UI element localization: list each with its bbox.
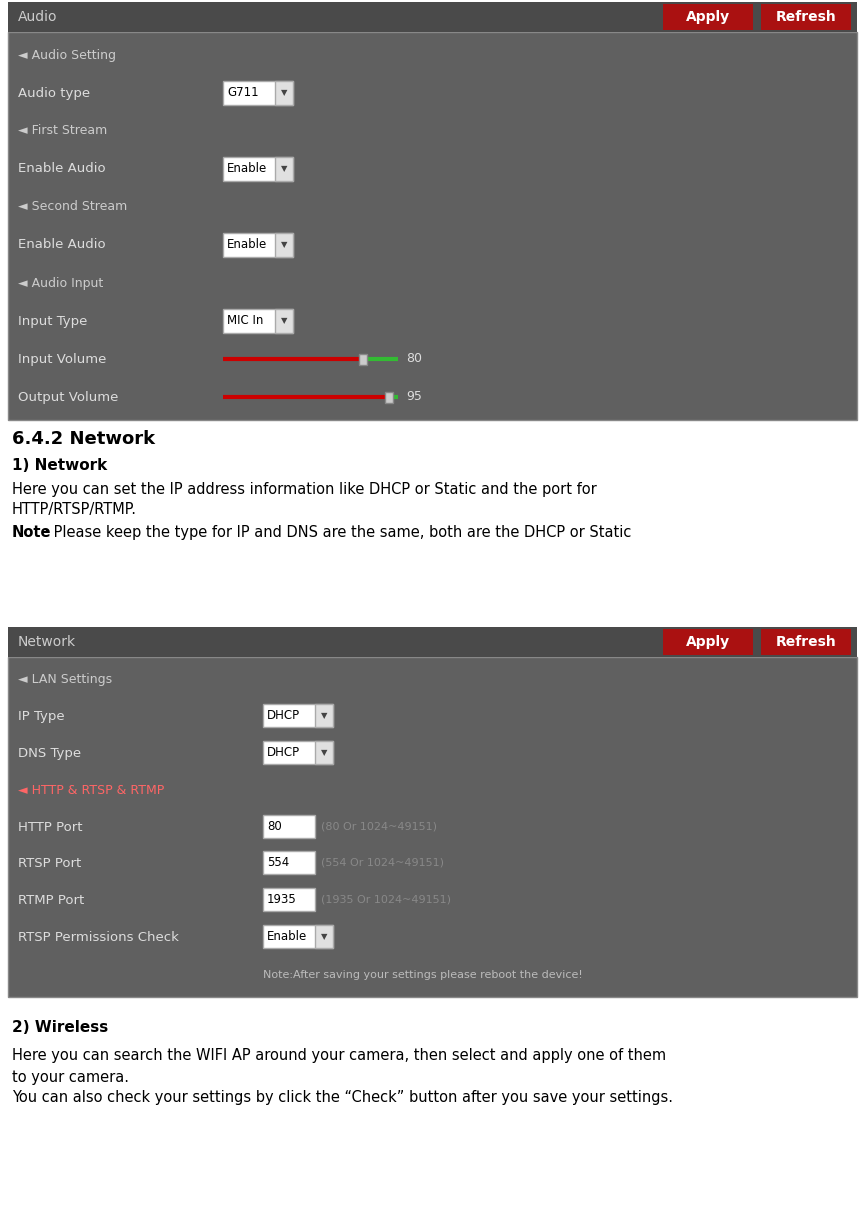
Text: ▼: ▼ — [321, 711, 327, 720]
Bar — [223, 309, 293, 333]
Text: ▼: ▼ — [321, 932, 327, 941]
Bar — [761, 629, 851, 654]
Text: DHCP: DHCP — [267, 709, 300, 722]
Text: 1) Network: 1) Network — [12, 458, 107, 473]
Text: ▼: ▼ — [281, 165, 287, 173]
Bar — [359, 354, 367, 365]
Text: Audio: Audio — [18, 10, 57, 24]
Text: Audio type: Audio type — [18, 87, 90, 99]
Text: 95: 95 — [406, 391, 422, 403]
Text: Apply: Apply — [686, 635, 730, 650]
Text: ◄ Audio Setting: ◄ Audio Setting — [18, 49, 116, 61]
Text: 6.4.2 Network: 6.4.2 Network — [12, 430, 155, 448]
Bar — [663, 629, 753, 654]
Text: Refresh: Refresh — [776, 635, 836, 650]
Text: Network: Network — [18, 635, 76, 650]
Text: 2) Wireless: 2) Wireless — [12, 1020, 108, 1035]
Bar — [223, 81, 293, 105]
Bar — [315, 926, 333, 949]
Bar — [263, 703, 333, 726]
Text: HTTP/RTSP/RTMP.: HTTP/RTSP/RTMP. — [12, 502, 137, 516]
Bar — [223, 158, 293, 181]
Text: ◄ LAN Settings: ◄ LAN Settings — [18, 673, 112, 686]
Text: to your camera.: to your camera. — [12, 1070, 129, 1085]
Bar — [8, 628, 857, 657]
Text: ▼: ▼ — [281, 316, 287, 326]
Text: Enable: Enable — [227, 162, 267, 176]
Text: RTSP Port: RTSP Port — [18, 857, 81, 871]
Bar — [8, 2, 857, 32]
Bar — [263, 926, 333, 949]
Bar — [263, 889, 315, 911]
Text: ▼: ▼ — [281, 88, 287, 98]
Text: : Please keep the type for IP and DNS are the same, both are the DHCP or Static: : Please keep the type for IP and DNS ar… — [44, 525, 631, 540]
Bar — [275, 309, 293, 333]
Text: ◄ HTTP & RTSP & RTMP: ◄ HTTP & RTSP & RTMP — [18, 784, 164, 796]
Bar — [275, 158, 293, 181]
Bar — [315, 703, 333, 726]
Bar — [385, 392, 394, 403]
Text: Input Volume: Input Volume — [18, 353, 106, 365]
Text: Apply: Apply — [686, 10, 730, 24]
Bar — [263, 741, 333, 764]
Bar — [761, 4, 851, 31]
Text: Refresh: Refresh — [776, 10, 836, 24]
Bar — [663, 4, 753, 31]
Text: DNS Type: DNS Type — [18, 747, 81, 759]
Bar — [275, 81, 293, 105]
Text: (1935 Or 1024~49151): (1935 Or 1024~49151) — [321, 895, 451, 905]
Text: 554: 554 — [267, 856, 289, 869]
Text: Enable Audio: Enable Audio — [18, 162, 106, 176]
Text: (554 Or 1024~49151): (554 Or 1024~49151) — [321, 858, 444, 868]
Text: Note: Note — [12, 525, 52, 540]
Text: HTTP Port: HTTP Port — [18, 821, 82, 834]
Text: Here you can search the WIFI AP around your camera, then select and apply one of: Here you can search the WIFI AP around y… — [12, 1048, 666, 1063]
Bar — [275, 233, 293, 256]
Bar — [263, 814, 315, 838]
Text: 80: 80 — [406, 353, 422, 365]
Text: Enable: Enable — [227, 238, 267, 252]
Text: IP Type: IP Type — [18, 709, 65, 723]
Bar — [263, 851, 315, 874]
Text: MIC In: MIC In — [227, 315, 263, 327]
Text: RTMP Port: RTMP Port — [18, 894, 84, 907]
Bar — [223, 233, 293, 256]
Bar — [8, 657, 857, 998]
Text: Enable: Enable — [267, 930, 307, 943]
Text: ▼: ▼ — [281, 241, 287, 249]
Text: ◄ First Stream: ◄ First Stream — [18, 125, 107, 138]
Text: You can also check your settings by click the “Check” button after you save your: You can also check your settings by clic… — [12, 1090, 673, 1105]
Text: Enable Audio: Enable Audio — [18, 238, 106, 252]
Text: Note:After saving your settings please reboot the device!: Note:After saving your settings please r… — [263, 969, 583, 979]
Text: (80 Or 1024~49151): (80 Or 1024~49151) — [321, 821, 437, 832]
Text: Here you can set the IP address information like DHCP or Static and the port for: Here you can set the IP address informat… — [12, 482, 597, 497]
Text: Input Type: Input Type — [18, 315, 87, 327]
Text: DHCP: DHCP — [267, 746, 300, 758]
Text: 1935: 1935 — [267, 894, 297, 906]
Text: ▼: ▼ — [321, 747, 327, 757]
Text: G711: G711 — [227, 87, 259, 99]
Text: RTSP Permissions Check: RTSP Permissions Check — [18, 932, 179, 944]
Bar — [8, 32, 857, 420]
Text: ◄ Second Stream: ◄ Second Stream — [18, 200, 127, 214]
Bar — [315, 741, 333, 764]
Text: ◄ Audio Input: ◄ Audio Input — [18, 276, 103, 289]
Text: Output Volume: Output Volume — [18, 391, 119, 403]
Text: 80: 80 — [267, 819, 282, 833]
